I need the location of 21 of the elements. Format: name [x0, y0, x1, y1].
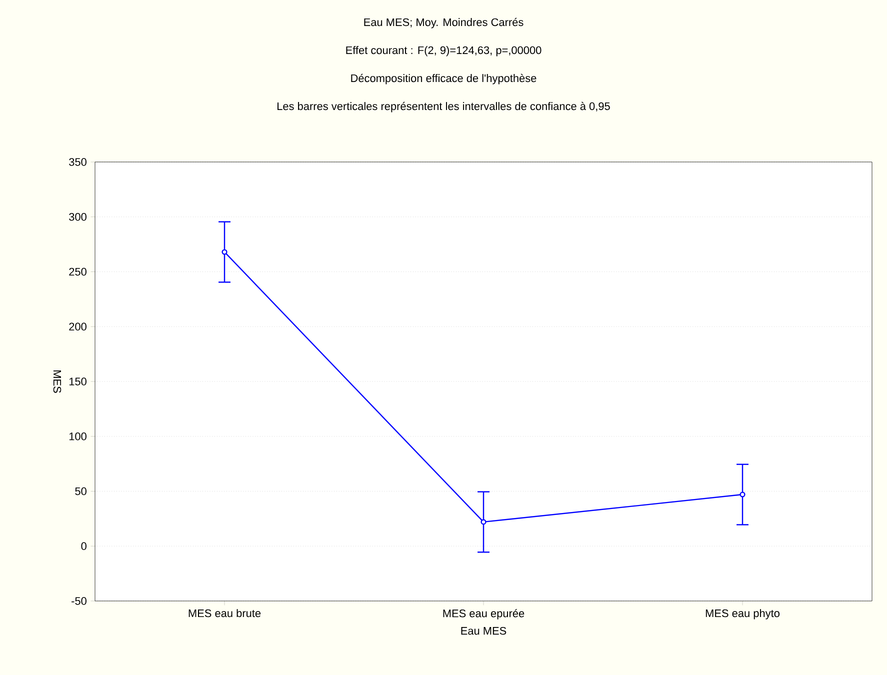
y-tick-label: 100: [69, 432, 86, 440]
y-tick-label: 0: [81, 542, 86, 550]
y-tick-label: 300: [69, 212, 86, 221]
chart-subtitle: Effet courant : F(2, 9)=124,63, p=,00000: [346, 46, 542, 56]
x-tick-label: MES eau brute: [188, 609, 261, 618]
y-tick-label: 350: [69, 158, 86, 166]
point: [480, 519, 486, 525]
x-tick-label: MES eau phyto: [706, 609, 780, 620]
x-tick-label: MES eau epurée: [443, 609, 524, 620]
y-tick-label: 150: [69, 378, 86, 386]
y-axis-title: MES: [53, 370, 62, 393]
y-tick-label: -50: [72, 597, 86, 605]
y-tick-label: 250: [69, 268, 86, 276]
point: [740, 492, 746, 498]
x-axis-title: Eau MES: [461, 626, 506, 635]
text: Les barres verticales représentent les intervalles de confiance à 0,95: [278, 102, 610, 112]
y-tick-label: 200: [69, 322, 86, 330]
text: Décomposition efficace de l'hypothèse: [351, 74, 536, 84]
y-tick-label: 50: [75, 487, 86, 496]
point: [222, 249, 228, 255]
chart-title: Eau MES; Moy. Moindres Carrés: [364, 18, 524, 28]
